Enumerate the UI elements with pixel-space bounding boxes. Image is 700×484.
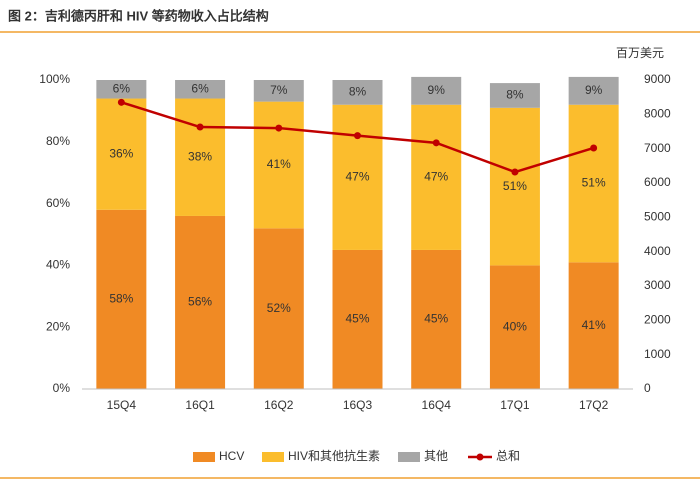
- data-label: 51%: [503, 179, 527, 193]
- legend-swatch: [262, 452, 284, 462]
- chart-title: 图 2：吉利德丙肝和 HIV 等药物收入占比结构: [8, 8, 269, 23]
- total-point: [354, 132, 361, 140]
- data-label: 9%: [428, 83, 446, 97]
- x-tick-label: 15Q4: [107, 398, 137, 412]
- bar-segment: [96, 98, 147, 210]
- data-label: 51%: [582, 176, 606, 190]
- y2-tick-label: 0: [644, 381, 651, 395]
- bar-segment: [175, 215, 226, 389]
- bar-segment: [96, 80, 147, 99]
- data-label: 9%: [585, 83, 603, 97]
- bar-segment: [489, 265, 540, 389]
- data-label: 41%: [582, 318, 606, 332]
- data-label: 8%: [506, 88, 524, 102]
- bar-segment: [411, 249, 462, 389]
- total-point: [196, 123, 204, 131]
- bar-segment: [332, 104, 383, 250]
- data-label: 6%: [191, 81, 209, 95]
- y2-tick-label: 6000: [644, 175, 671, 189]
- data-label: 40%: [503, 319, 527, 333]
- y-tick-label: 0%: [53, 381, 71, 395]
- y2-tick-label: 4000: [644, 244, 671, 258]
- total-point: [117, 98, 125, 106]
- bar-segment: [568, 262, 619, 389]
- bar-segment: [489, 107, 540, 266]
- data-label: 52%: [267, 301, 291, 315]
- data-label: 36%: [109, 146, 133, 160]
- data-label: 6%: [113, 81, 131, 95]
- bar-segment: [489, 83, 540, 108]
- x-tick-label: 16Q4: [422, 398, 452, 412]
- y-tick-label: 100%: [39, 72, 70, 86]
- bar-segment: [411, 104, 462, 250]
- y2-tick-label: 1000: [644, 347, 671, 361]
- data-label: 8%: [349, 85, 367, 99]
- bar-segment: [568, 104, 619, 263]
- data-label: 56%: [188, 295, 212, 309]
- data-label: 7%: [270, 83, 288, 97]
- legend-label: 其他: [424, 449, 448, 463]
- y2-tick-label: 5000: [644, 210, 671, 224]
- data-label: 47%: [345, 170, 369, 184]
- legend-label: HIV和其他抗生素: [288, 448, 380, 463]
- data-label: 47%: [424, 170, 448, 184]
- y-tick-label: 20%: [46, 319, 70, 333]
- bar-segment: [411, 76, 462, 105]
- bar-segment: [175, 80, 226, 99]
- y2-tick-label: 9000: [644, 72, 671, 86]
- legend-label: HCV: [219, 449, 244, 463]
- bar-segment: [96, 209, 147, 389]
- bar-segment: [332, 80, 383, 105]
- y-tick-label: 40%: [46, 258, 70, 272]
- bar-segment: [253, 228, 304, 389]
- total-point: [432, 139, 440, 147]
- x-tick-label: 16Q3: [343, 398, 373, 412]
- bar-segment: [175, 98, 226, 216]
- legend-swatch: [476, 453, 484, 461]
- total-point: [511, 168, 519, 176]
- x-tick-label: 17Q1: [500, 398, 530, 412]
- y-tick-label: 60%: [46, 196, 70, 210]
- legend-swatch: [193, 452, 215, 462]
- x-tick-label: 16Q2: [264, 398, 294, 412]
- x-tick-label: 16Q1: [185, 398, 215, 412]
- bar-segment: [568, 76, 619, 105]
- x-tick-label: 17Q2: [579, 398, 609, 412]
- total-point: [275, 124, 283, 132]
- y2-tick-label: 8000: [644, 107, 671, 121]
- y2-tick-label: 2000: [644, 313, 671, 327]
- data-label: 41%: [267, 157, 291, 171]
- bar-segment: [253, 101, 304, 229]
- y2-axis-label: 百万美元: [616, 46, 664, 60]
- data-label: 38%: [188, 149, 212, 163]
- data-label: 58%: [109, 292, 133, 306]
- data-label: 45%: [345, 312, 369, 326]
- bar-segment: [332, 249, 383, 389]
- legend-label: 总和: [496, 449, 520, 463]
- data-label: 45%: [424, 312, 448, 326]
- y2-tick-label: 7000: [644, 141, 671, 155]
- y2-tick-label: 3000: [644, 278, 671, 292]
- y-tick-label: 80%: [46, 134, 70, 148]
- legend-swatch: [398, 452, 420, 462]
- bar-segment: [253, 80, 304, 102]
- total-point: [590, 144, 598, 152]
